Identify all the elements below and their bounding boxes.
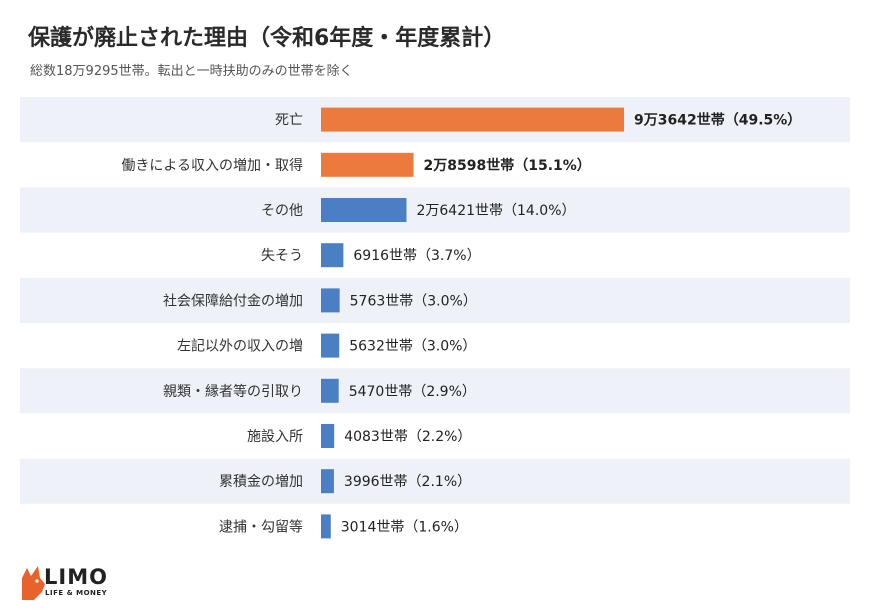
data-label: 2万6421世帯（14.0%） (416, 203, 575, 219)
data-label: 9万3642世帯（49.5%） (634, 112, 801, 129)
limo-logo: LIMO LIFE & MONEY (18, 562, 128, 602)
category-label: 逮捕・勾留等 (219, 518, 303, 535)
data-label: 4083世帯（2.2%） (344, 429, 471, 445)
data-label: 3014世帯（1.6%） (341, 519, 468, 535)
row-stripe (20, 187, 850, 233)
bar (321, 107, 624, 132)
category-label: 左記以外の収入の増 (177, 338, 303, 355)
data-label: 2万8598世帯（15.1%） (424, 157, 591, 174)
logo-tagline: LIFE & MONEY (45, 589, 108, 597)
fox-icon (22, 566, 45, 600)
bar (321, 198, 407, 222)
data-label: 6916世帯（3.7%） (353, 248, 480, 264)
data-label: 5632世帯（3.0%） (349, 339, 476, 355)
bar (321, 469, 334, 494)
bar (321, 288, 340, 313)
bar (321, 378, 339, 403)
chart-title: 保護が廃止された理由（令和6年度・年度累計） (28, 26, 506, 51)
bar (321, 514, 331, 539)
category-label: その他 (261, 203, 303, 219)
data-label: 5470世帯（2.9%） (349, 384, 476, 400)
bar (321, 424, 335, 448)
row-stripe (20, 458, 850, 504)
row-stripe (20, 368, 850, 414)
row-stripe (20, 277, 850, 323)
data-label: 3996世帯（2.1%） (344, 474, 471, 490)
category-label: 死亡 (275, 113, 303, 129)
logo-wordmark: LIMO (44, 565, 108, 589)
category-label: 働きによる収入の増加・取得 (121, 157, 303, 174)
category-label: 失そう (261, 248, 303, 264)
bar (321, 152, 414, 177)
chart-subtitle: 総数18万9295世帯。転出と一時扶助のみの世帯を除く (30, 64, 353, 79)
bar (321, 243, 344, 268)
category-label: 累積金の増加 (219, 474, 303, 490)
data-label: 5763世帯（3.0%） (350, 293, 477, 309)
bar (321, 333, 340, 358)
category-label: 社会保障給付金の増加 (163, 293, 303, 309)
category-label: 親類・縁者等の引取り (163, 383, 303, 400)
category-label: 施設入所 (247, 429, 303, 445)
